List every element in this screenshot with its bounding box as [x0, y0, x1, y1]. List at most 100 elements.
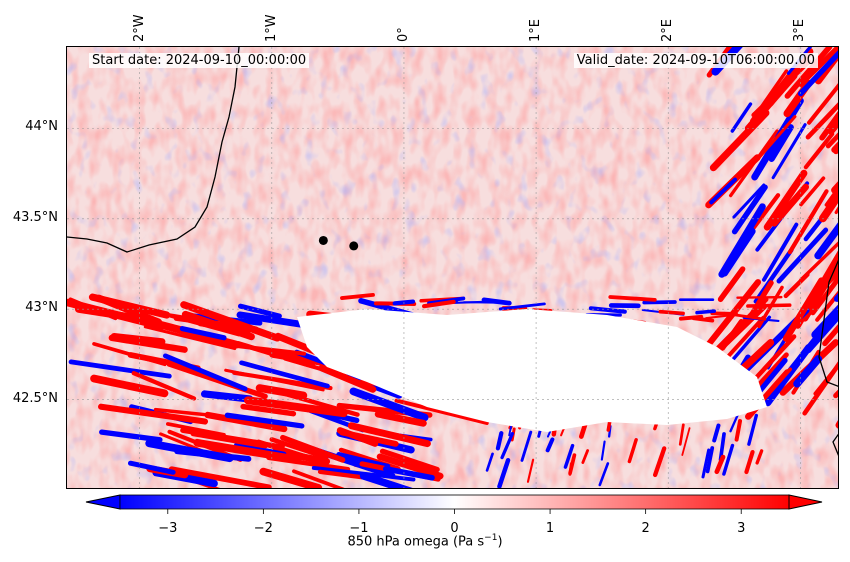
omega-streak [709, 109, 770, 172]
omega-streak [793, 355, 823, 388]
omega-streak [776, 227, 829, 284]
start-date-label: Start date: 2024-09-10_00:00:00 [89, 53, 310, 68]
omega-streak [500, 431, 515, 460]
colorbar-extend-high [788, 494, 823, 510]
omega-streak [755, 449, 764, 465]
longitude-label: 0° [395, 27, 411, 42]
omega-streak [818, 189, 838, 223]
omega-streak [485, 452, 494, 472]
omega-streak [760, 367, 792, 403]
omega-streak [681, 427, 691, 456]
colorbar-extend-low [85, 494, 121, 510]
omega-field [67, 47, 838, 488]
omega-streak [819, 110, 838, 141]
omega-streak [394, 398, 489, 425]
omega-streak [744, 449, 755, 475]
omega-streak [421, 299, 456, 309]
omega-streak [822, 267, 838, 288]
omega-streak [68, 359, 172, 379]
omega-streak [347, 294, 365, 299]
omega-streak [787, 189, 829, 255]
omega-streak [705, 446, 715, 474]
colorbar-tick-label: 2 [641, 521, 650, 536]
longitude-label: 1°W [263, 14, 279, 42]
omega-streak [783, 272, 810, 299]
omega-streak [751, 59, 812, 118]
longitude-label: 3°E [792, 19, 808, 42]
omega-streak [99, 429, 163, 443]
omega-streak [190, 430, 269, 449]
omega-streak [224, 412, 305, 429]
colorbar-gradient [119, 494, 790, 510]
omega-streak [200, 390, 254, 403]
omega-streak [736, 295, 783, 299]
longitude-label: 2°W [131, 14, 147, 42]
omega-streak [180, 301, 281, 342]
omega-streak [768, 124, 794, 162]
omega-streak [797, 50, 838, 97]
omega-streak [581, 449, 589, 464]
omega-streak [238, 303, 282, 319]
omega-streak [318, 364, 377, 393]
omega-streak [722, 443, 735, 476]
markers [318, 235, 359, 251]
omega-streak [166, 361, 268, 399]
omega-streak [159, 311, 241, 337]
omega-streak [259, 467, 323, 488]
omega-streak [714, 454, 726, 475]
omega-streak [497, 457, 511, 488]
omega-streak [131, 371, 197, 401]
colorbar-tick-label: −2 [253, 521, 273, 536]
omega-streak [224, 368, 325, 392]
omega-streak [568, 462, 573, 476]
omega-streak [784, 47, 833, 99]
omega-streak [627, 438, 638, 464]
omega-streak [193, 438, 302, 464]
omega-streak [179, 326, 227, 341]
omega-map: Start date: 2024-09-10_00:00:00 Valid_da… [66, 46, 839, 489]
omega-streak [813, 362, 838, 396]
omega-streak [732, 183, 766, 219]
colorbar-tick-label: 1 [545, 521, 555, 536]
omega-streak [754, 115, 797, 163]
omega-streak [658, 309, 685, 316]
omega-streak [255, 384, 308, 400]
omega-streak [347, 422, 431, 448]
colorbar-tick-label: −1 [349, 521, 369, 536]
omega-streak [753, 247, 794, 304]
omega-streak [723, 311, 767, 321]
omega-streak [269, 437, 329, 460]
terrain-mask [297, 309, 767, 432]
omega-streak [824, 185, 838, 207]
omega-streak [359, 472, 413, 488]
omega-streak [652, 446, 667, 478]
omega-streak [563, 443, 575, 469]
omega-streak [143, 325, 237, 351]
omega-streak [600, 440, 606, 461]
omega-streak [709, 177, 738, 205]
omega-streak [798, 47, 838, 87]
omega-streak [806, 314, 838, 354]
omega-streak [376, 453, 444, 480]
omega-streak [379, 448, 440, 473]
omega-streak [498, 302, 546, 311]
omega-streak [68, 297, 118, 321]
omega-streak [729, 412, 740, 433]
omega-streak [718, 432, 726, 462]
omega-streak [165, 422, 226, 437]
omega-streak [764, 343, 813, 407]
omega-streak [762, 222, 799, 282]
omega-streak [382, 466, 435, 481]
omega-streak [747, 413, 759, 446]
omega-streak [598, 462, 610, 487]
location-marker [349, 241, 359, 251]
omega-streak [145, 439, 234, 463]
omega-streak [374, 410, 427, 427]
omega-streak [218, 342, 307, 356]
omega-streak [691, 316, 715, 323]
omega-streak [481, 297, 512, 306]
omega-streak [642, 300, 677, 305]
omega-streak [807, 83, 838, 125]
latitude-label: 43°N [25, 300, 58, 316]
omega-streak [90, 374, 169, 398]
